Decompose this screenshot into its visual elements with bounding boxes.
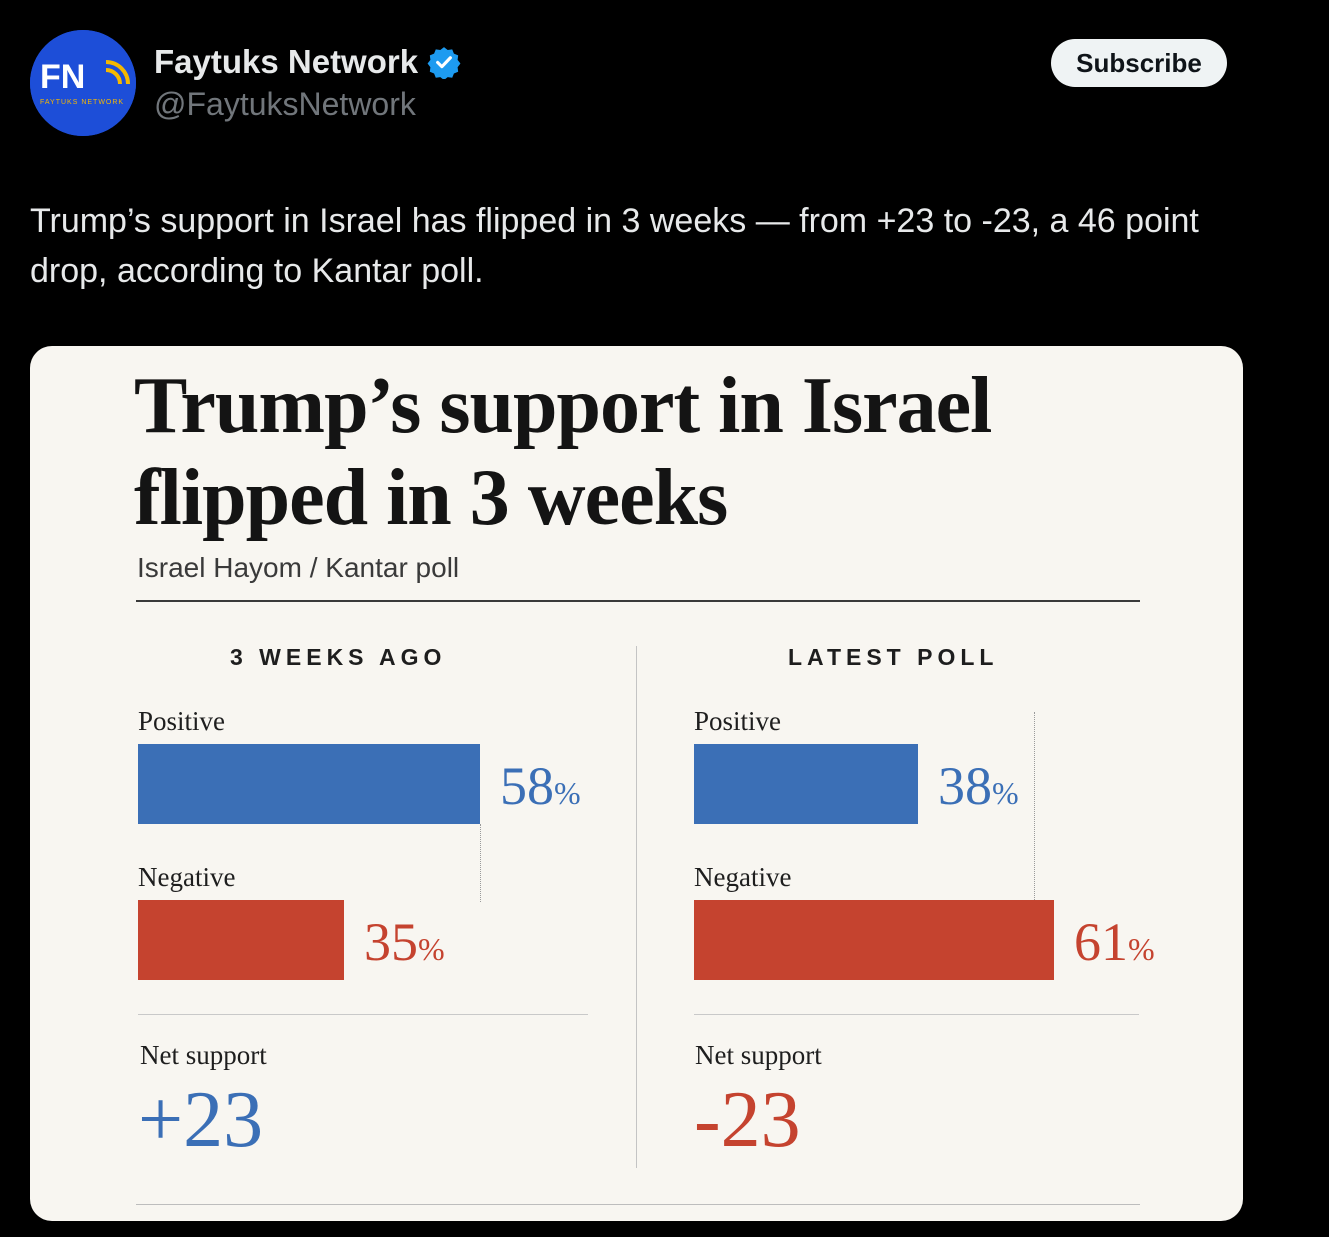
display-name[interactable]: Faytuks Network [154,43,419,80]
net-support-label: Net support [695,1040,822,1070]
avatar[interactable]: FN FAYTUKS NETWORK [30,30,136,136]
bar-negative-latest-poll [694,900,1054,980]
panel-heading-3-weeks-ago: 3 WEEKS AGO [230,644,447,670]
bar-negative-3-weeks-ago [138,900,344,980]
title-rule [136,600,1140,602]
value-negative-3-weeks-ago: 35% [364,912,445,972]
net-support-value-3-weeks-ago: +23 [138,1076,264,1164]
section-rule [138,1014,588,1015]
label-positive: Positive [694,706,782,736]
value-positive-latest-poll: 38% [938,756,1019,816]
post-text: Trump’s support in Israel has flipped in… [30,202,1199,290]
bottom-rule [136,1204,1140,1205]
value-positive-3-weeks-ago: 58% [500,756,581,816]
faytuks-logo-icon: FN FAYTUKS NETWORK [30,30,136,136]
author-name-row: Faytuks Network [154,42,461,82]
panel-heading-latest-poll: LATEST POLL [788,644,999,670]
card-title-line-1: Trump’s support in Israel [134,362,992,450]
label-negative: Negative [694,862,792,892]
subscribe-button[interactable]: Subscribe [1051,39,1227,87]
value-negative-latest-poll: 61% [1074,912,1155,972]
net-support-label: Net support [140,1040,267,1070]
net-support-value-latest-poll: -23 [694,1076,801,1164]
card-title-line-2: flipped in 3 weeks [134,454,728,542]
dotted-guide [480,824,481,902]
post-image-card[interactable]: Trump’s support in Israel flipped in 3 w… [30,346,1243,1221]
logo-letters: FN [40,58,85,96]
section-rule [694,1014,1139,1015]
card-title: Trump’s support in Israel flipped in 3 w… [134,360,1184,544]
bar-positive-3-weeks-ago [138,744,480,824]
label-negative: Negative [138,862,236,892]
logo-caption: FAYTUKS NETWORK [40,99,124,106]
column-divider [636,646,637,1168]
dotted-guide [1034,712,1035,902]
verified-badge-icon[interactable] [427,45,461,79]
bar-positive-latest-poll [694,744,918,824]
label-positive: Positive [138,706,226,736]
card-source: Israel Hayom / Kantar poll [137,552,460,583]
author-handle[interactable]: @FaytuksNetwork [154,86,416,122]
